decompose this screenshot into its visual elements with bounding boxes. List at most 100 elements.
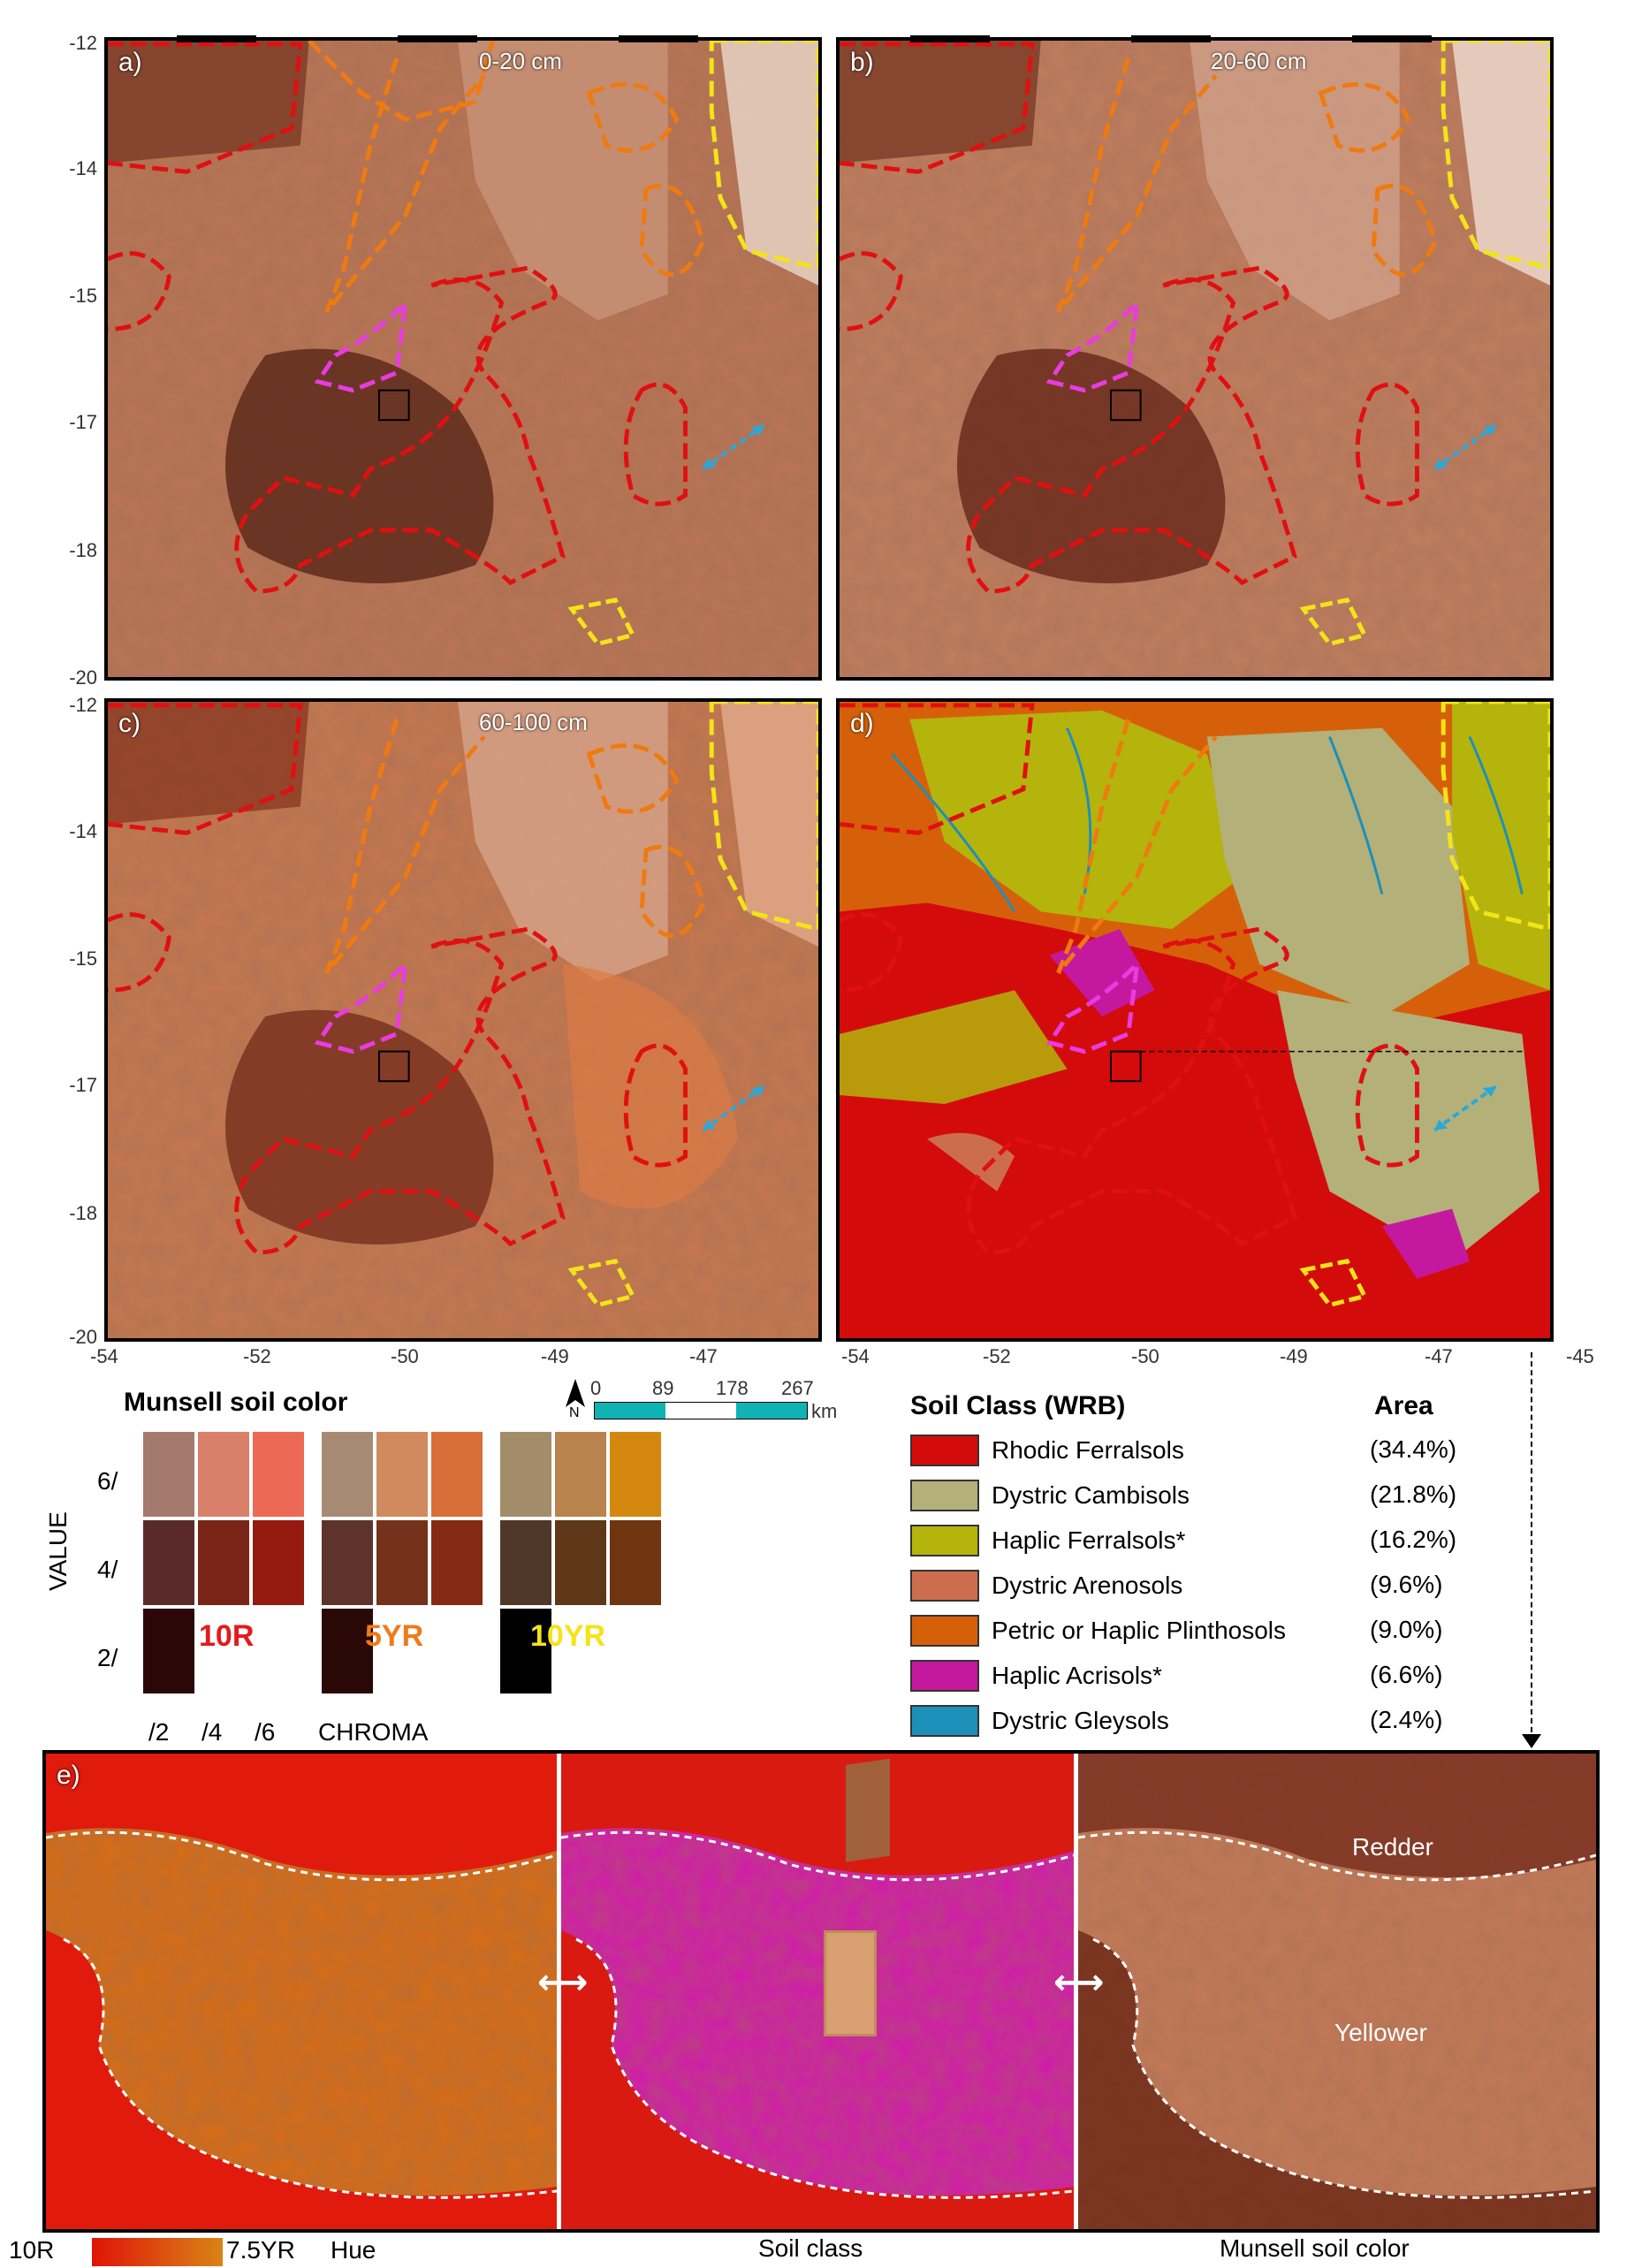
panel-label-d: d)	[850, 709, 874, 738]
map-frame-tick	[398, 35, 477, 42]
x-tick: -45	[1566, 1345, 1594, 1367]
depth-label-c: 60-100 cm	[479, 709, 588, 735]
soil-legend-area: (2.4%)	[1370, 1706, 1443, 1733]
depth-label-a: 0-20 cm	[479, 48, 562, 74]
map-frame-tick	[1352, 35, 1432, 42]
soil-legend-area: (6.6%)	[1370, 1661, 1443, 1688]
y-tick: -18	[69, 1202, 97, 1224]
x-tick: -49	[541, 1345, 569, 1367]
scalebar-tick: 89	[652, 1377, 674, 1399]
map-panel-c: c) 60-100 cm	[104, 698, 822, 1342]
hue-label-10YR: 10YR	[530, 1619, 606, 1653]
munsell-swatch	[320, 1518, 375, 1607]
y-tick: -12	[69, 694, 97, 716]
y-tick: -15	[69, 948, 97, 970]
caption-munsell: Munsell soil color	[1220, 2234, 1410, 2262]
hue-label: Hue	[331, 2236, 376, 2264]
soil-legend-item: Haplic Acrisols*	[910, 1659, 1162, 1693]
scalebar-segment	[736, 1403, 807, 1419]
soil-legend-area: (9.6%)	[1370, 1571, 1443, 1598]
north-arrow: N	[562, 1377, 589, 1421]
hue-label-10R: 10R	[199, 1619, 255, 1653]
soil-legend-swatch	[910, 1435, 979, 1466]
munsell-swatch	[608, 1430, 663, 1518]
munsell-swatch	[251, 1518, 306, 1607]
munsell-swatch	[498, 1607, 553, 1695]
y-tick: -12	[69, 32, 97, 54]
x-tick: -47	[689, 1345, 718, 1367]
soil-legend-swatch	[910, 1615, 979, 1647]
value-tick: 6/	[97, 1467, 118, 1495]
soil-legend-swatch	[910, 1480, 979, 1511]
soil-legend-label: Dystric Gleysols	[992, 1707, 1169, 1734]
soil-legend-label: Haplic Acrisols*	[992, 1662, 1162, 1689]
y-tick: -18	[69, 539, 97, 561]
munsell-swatch	[251, 1430, 306, 1518]
soil-legend-item: Haplic Ferralsols*	[910, 1524, 1185, 1557]
scalebar-tick: 178	[716, 1377, 749, 1399]
scalebar-segment	[595, 1403, 665, 1419]
munsell-swatch	[553, 1430, 608, 1518]
soil-legend-label: Rhodic Ferralsols	[992, 1436, 1184, 1464]
scalebar-unit: km	[811, 1400, 838, 1422]
panel-label-a: a)	[118, 48, 142, 77]
value-tick: 2/	[97, 1644, 118, 1671]
x-tick: -54	[90, 1345, 118, 1367]
depth-label-b: 20-60 cm	[1211, 48, 1307, 74]
soil-legend-area: (16.2%)	[1370, 1526, 1457, 1553]
y-tick: -17	[69, 411, 97, 433]
detail-strip: e) Redder Yellower ⟷ ⟷	[42, 1750, 1600, 2233]
north-label: N	[569, 1405, 580, 1420]
map-a-image	[108, 41, 818, 677]
map-panel-b: b) 20-60 cm	[836, 37, 1554, 681]
munsell-swatch	[375, 1430, 430, 1518]
munsell-swatch	[498, 1430, 553, 1518]
munsell-swatch	[196, 1518, 251, 1607]
x-tick: -52	[243, 1345, 271, 1367]
soil-legend-item: Dystric Gleysols	[910, 1704, 1169, 1738]
hue-colorbar	[92, 2238, 223, 2266]
north-arrow-icon	[566, 1379, 585, 1407]
munsell-swatch	[430, 1430, 484, 1518]
leader-arrow-icon	[1522, 1734, 1541, 1748]
soil-legend-area-title: Area	[1374, 1391, 1433, 1420]
soil-legend-swatch	[910, 1570, 979, 1602]
soil-legend-area: (21.8%)	[1370, 1480, 1457, 1508]
scalebar-segment	[665, 1403, 736, 1419]
chroma-tick: /4	[201, 1718, 223, 1746]
leader-line	[1531, 1352, 1532, 1741]
y-tick: -14	[69, 157, 97, 179]
scalebar-tick: 267	[781, 1377, 814, 1399]
munsell-swatch	[141, 1518, 196, 1607]
soil-legend-area: (9.0%)	[1370, 1616, 1443, 1643]
munsell-swatch	[196, 1430, 251, 1518]
munsell-swatch	[553, 1518, 608, 1607]
munsell-swatch	[430, 1518, 484, 1607]
chroma-tick: /2	[148, 1718, 170, 1746]
value-axis-label: VALUE	[44, 1511, 72, 1591]
munsell-swatch	[320, 1430, 375, 1518]
hue-start-label: 10R	[9, 2236, 55, 2264]
double-arrow-icon: ⟷	[1053, 1963, 1105, 2002]
munsell-swatch	[141, 1607, 196, 1695]
map-d-image	[840, 702, 1550, 1338]
y-tick: -15	[69, 285, 97, 307]
label-redder: Redder	[1352, 1833, 1433, 1861]
munsell-swatch	[375, 1518, 430, 1607]
munsell-swatch	[141, 1430, 196, 1518]
map-panel-a: a) 0-20 cm	[104, 37, 822, 681]
map-frame-tick	[177, 35, 256, 42]
map-c-image	[108, 702, 818, 1338]
x-tick: -50	[391, 1345, 419, 1367]
panel-label-e: e)	[57, 1761, 80, 1790]
hue-end-label: 7.5YR	[226, 2236, 295, 2264]
y-tick: -17	[69, 1074, 97, 1096]
map-frame-tick	[619, 35, 698, 42]
munsell-swatch	[608, 1518, 663, 1607]
soil-legend-swatch	[910, 1525, 979, 1556]
panel-label-b: b)	[850, 48, 874, 77]
soil-legend-label: Dystric Cambisols	[992, 1481, 1190, 1509]
panel-label-c: c)	[118, 709, 141, 738]
label-yellower: Yellower	[1334, 2019, 1427, 2046]
value-tick: 4/	[97, 1556, 118, 1583]
